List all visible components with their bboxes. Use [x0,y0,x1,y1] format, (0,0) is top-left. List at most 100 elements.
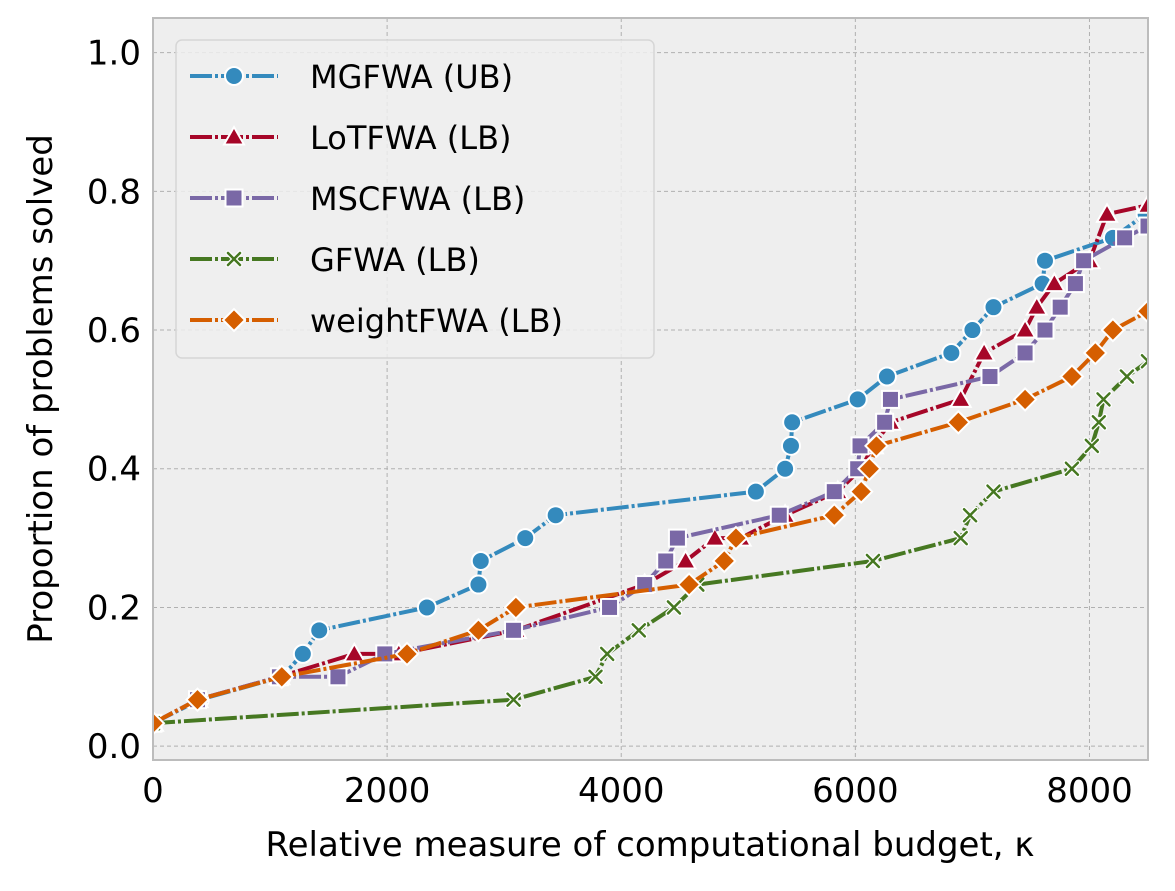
data-point [600,597,620,617]
plot-frame [152,17,1149,761]
data-point [185,687,210,713]
data-point [468,574,489,595]
data-point [769,505,789,525]
x-tick-label: 8000 [1046,771,1133,811]
legend-box [175,39,655,359]
x-tick-label: 2000 [344,771,431,811]
data-point [269,664,295,690]
series-mscfwa-lb [153,216,1148,733]
data-point [972,340,996,362]
legend-marker [224,188,244,208]
data-point [1090,413,1108,431]
data-point [342,641,367,663]
x-tick-label: 4000 [578,771,665,811]
y-tick-label: 0.2 [87,588,141,628]
data-point [864,552,882,570]
legend-entry: LoTFWA (LB) [190,119,512,157]
data-point [470,550,491,571]
data-point [673,548,698,570]
legend-label: MSCFWA (LB) [310,180,525,218]
data-point [1083,437,1101,455]
data-point [703,526,727,547]
data-point [635,575,655,595]
legend-marker [224,66,244,86]
data-point [821,502,847,528]
data-point [983,297,1004,318]
legend: MGFWA (UB) LoTFWA (LB) MSCFWA (LB) GFWA (LB… [175,39,655,359]
data-point [780,435,801,456]
data-point [1013,318,1037,339]
data-point [848,479,874,505]
data-point [394,641,420,667]
data-point [515,528,536,549]
legend-entry: GFWA (LB) [190,241,480,279]
data-point [948,387,973,408]
data-point [1118,368,1136,386]
y-tick-label: 0.0 [87,727,141,767]
data-point [1136,193,1148,214]
data-point [1095,202,1119,223]
data-point [1095,390,1113,408]
data-point [745,481,766,502]
data-point [1034,250,1055,271]
y-tick-label: 0.6 [87,311,141,351]
data-point [328,667,348,687]
data-point [723,525,749,551]
data-point [952,529,970,547]
data-point [962,320,983,341]
data-point [667,528,687,548]
series-gfwa-lb [153,352,1148,732]
data-point [1074,251,1094,271]
data-point [1035,320,1055,340]
y-tick-label: 1.0 [87,34,141,74]
data-point [1135,298,1148,324]
y-tick-label: 0.4 [87,450,141,490]
data-point [945,409,971,435]
legend-label: weightFWA (LB) [310,302,563,340]
x-tick-label: 6000 [812,771,899,811]
data-point [1050,297,1070,317]
data-point [416,597,437,618]
legend-entry: MGFWA (UB) [190,58,513,96]
data-point [1025,295,1049,316]
data-point [1063,460,1081,478]
data-point [856,456,882,482]
data-point [586,668,604,686]
y-axis-label: Proportion of problems solved [21,134,61,644]
data-point [630,621,648,639]
legend-label: MGFWA (UB) [310,58,513,96]
data-point [984,483,1002,501]
data-point [876,366,897,387]
data-point [1138,216,1148,236]
data-point [1012,386,1038,412]
series-layer [153,193,1148,736]
legend-marker [221,307,247,333]
x-tick-label: 0 [142,771,164,811]
data-point [824,482,844,502]
data-point [1100,317,1126,343]
y-axis-ticks: 0.0 0.2 0.4 0.6 0.8 1.0 [87,34,141,767]
data-point [153,710,166,736]
data-point [880,389,900,409]
data-point [1015,343,1035,363]
data-point [466,617,491,643]
data-point [1115,228,1135,248]
legend-marker [222,124,246,146]
data-point [1065,274,1085,294]
x-axis-label: Relative measure of computational budget… [266,825,1035,865]
data-point [782,412,803,433]
data-point [1082,340,1108,366]
data-point [961,506,979,524]
data-point [665,598,683,616]
data-point [504,620,524,640]
data-point [711,548,737,574]
data-point [1042,271,1067,293]
data-point [1139,352,1148,370]
data-point [598,645,616,663]
series-weightfwa-lb [153,298,1148,736]
legend-entry: weightFWA (LB) [190,302,563,340]
legend-marker [225,250,243,268]
data-point [656,551,676,571]
data-point [1059,364,1085,389]
